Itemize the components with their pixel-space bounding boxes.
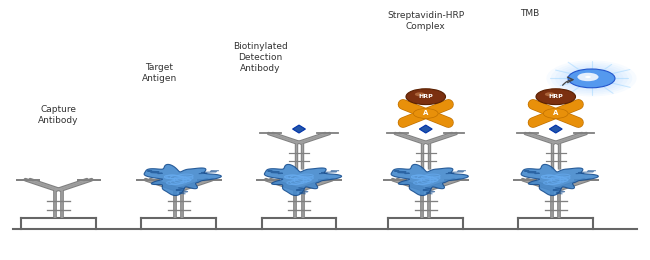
Circle shape	[568, 69, 615, 88]
Circle shape	[551, 62, 632, 95]
Circle shape	[560, 66, 623, 91]
Polygon shape	[419, 125, 432, 133]
Circle shape	[536, 89, 575, 105]
Circle shape	[543, 108, 568, 118]
Circle shape	[585, 76, 591, 78]
Polygon shape	[391, 164, 468, 196]
Polygon shape	[144, 164, 221, 196]
Text: HRP: HRP	[549, 94, 563, 99]
Polygon shape	[549, 125, 562, 133]
Text: HRP: HRP	[419, 94, 433, 99]
Circle shape	[555, 64, 628, 93]
Polygon shape	[521, 164, 598, 196]
Polygon shape	[292, 125, 306, 133]
Polygon shape	[265, 164, 341, 196]
Text: Streptavidin-HRP
Complex: Streptavidin-HRP Complex	[387, 11, 464, 31]
Text: Biotinylated
Detection
Antibody: Biotinylated Detection Antibody	[233, 42, 287, 73]
Circle shape	[413, 108, 438, 118]
Text: A: A	[423, 110, 428, 116]
Text: Target
Antigen: Target Antigen	[142, 63, 177, 83]
Circle shape	[545, 92, 554, 96]
Text: A: A	[553, 110, 558, 116]
Circle shape	[564, 67, 619, 89]
Circle shape	[406, 89, 445, 105]
Text: TMB: TMB	[520, 9, 540, 18]
Circle shape	[547, 60, 636, 96]
Text: Capture
Antibody: Capture Antibody	[38, 105, 79, 125]
Circle shape	[577, 73, 599, 81]
Circle shape	[415, 92, 424, 96]
